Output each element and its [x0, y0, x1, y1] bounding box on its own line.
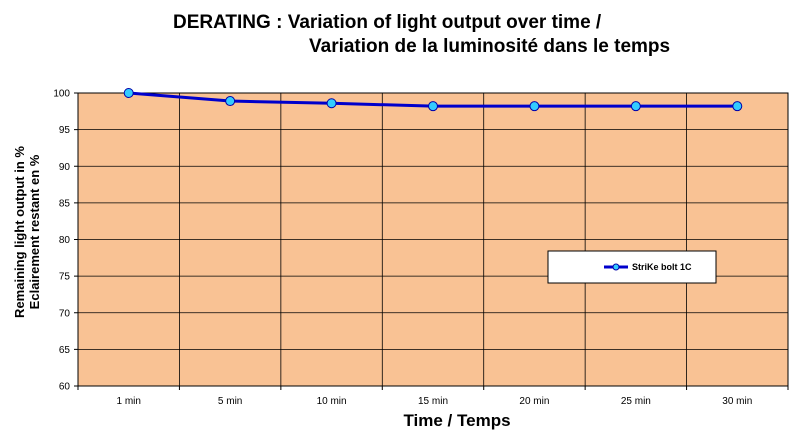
- y-tick-label: 100: [53, 89, 70, 100]
- y-tick-label: 70: [59, 308, 71, 319]
- legend-box: [547, 250, 717, 284]
- x-tick-label: 1 min: [116, 396, 140, 407]
- data-point: [326, 98, 337, 109]
- y-tick-label: 90: [59, 162, 71, 173]
- y-tick-label: 95: [59, 125, 71, 136]
- x-axis-label: Time / Temps: [403, 411, 511, 430]
- legend-label: StriKe bolt 1C: [632, 262, 692, 272]
- x-tick-label: 15 min: [418, 396, 448, 407]
- legend-marker-swatch: [612, 263, 620, 271]
- y-tick-label: 80: [59, 235, 71, 246]
- data-point: [428, 101, 438, 112]
- x-tick-label: 10 min: [317, 396, 347, 407]
- data-point: [630, 101, 641, 112]
- y-tick-label: 85: [59, 198, 71, 209]
- y-tick-label: 60: [59, 382, 71, 393]
- y-tick-label: 65: [59, 345, 71, 356]
- chart-title-line-2: Variation de la luminosité dans le temps: [309, 36, 671, 57]
- data-point: [123, 88, 134, 98]
- x-tick-label: 5 min: [218, 396, 242, 407]
- x-tick-label: 20 min: [519, 396, 549, 407]
- chart-title-line-1: DERATING : Variation of light output ove…: [173, 12, 602, 33]
- data-point: [225, 96, 236, 107]
- x-tick-label: 25 min: [621, 396, 651, 407]
- data-point: [732, 101, 743, 112]
- y-tick-label: 75: [59, 272, 71, 283]
- data-point: [529, 101, 540, 112]
- x-tick-label: 30 min: [722, 396, 752, 407]
